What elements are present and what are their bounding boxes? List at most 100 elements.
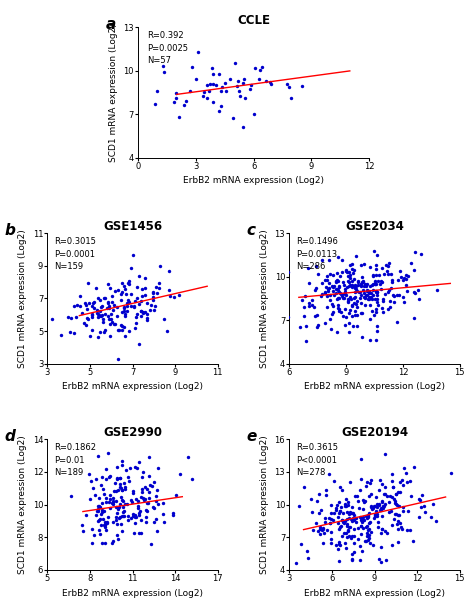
Point (162, 569, 170, 579)
Point (369, 540, 376, 549)
Point (375, 500, 383, 510)
Point (104, 298, 111, 308)
Point (118, 279, 126, 288)
Point (319, 524, 327, 534)
Point (347, 514, 355, 523)
Point (143, 498, 151, 508)
Point (382, 289, 389, 299)
Point (138, 484, 146, 494)
Point (120, 322, 128, 332)
Point (329, 270, 337, 279)
Point (160, 315, 167, 324)
Point (333, 540, 340, 550)
Point (110, 487, 118, 496)
Point (348, 502, 356, 512)
Point (372, 287, 380, 297)
Point (136, 510, 143, 520)
Point (348, 302, 356, 311)
Point (363, 286, 371, 296)
Point (150, 517, 157, 526)
Point (327, 538, 335, 548)
Point (95, 502, 103, 511)
Point (241, 93, 249, 103)
Point (383, 528, 391, 538)
Point (142, 307, 149, 317)
Point (349, 321, 356, 330)
Point (104, 311, 112, 321)
Point (336, 507, 344, 516)
Point (370, 247, 378, 256)
Point (153, 496, 160, 505)
Point (92, 475, 100, 484)
Point (124, 301, 131, 311)
Point (137, 529, 145, 538)
Point (104, 297, 111, 307)
Point (365, 292, 373, 302)
Point (134, 497, 142, 507)
Point (371, 501, 378, 511)
Point (297, 539, 305, 549)
Point (346, 327, 353, 336)
Point (94, 332, 102, 342)
Point (145, 494, 153, 504)
Point (131, 510, 138, 520)
Point (108, 314, 115, 324)
Point (206, 80, 213, 89)
Point (420, 502, 428, 511)
Point (329, 302, 337, 311)
Point (111, 286, 118, 295)
Point (343, 532, 350, 542)
Point (151, 504, 158, 513)
Point (346, 309, 353, 318)
Point (176, 469, 183, 479)
Point (105, 303, 113, 313)
Point (89, 482, 97, 492)
Point (357, 529, 365, 538)
Point (337, 482, 344, 491)
Point (369, 271, 376, 281)
Point (400, 292, 407, 302)
Point (372, 492, 380, 502)
Point (362, 522, 370, 532)
Point (415, 294, 423, 304)
Point (98, 507, 106, 517)
Text: R=0.3615
P<0.0001
N=278: R=0.3615 P<0.0001 N=278 (296, 443, 338, 478)
Point (116, 473, 124, 483)
Point (363, 528, 370, 537)
Point (115, 502, 123, 511)
Point (175, 113, 183, 122)
Point (395, 510, 402, 520)
Point (231, 58, 238, 68)
Point (367, 288, 375, 298)
Point (388, 541, 395, 551)
Point (371, 294, 379, 304)
Point (330, 290, 337, 300)
Point (350, 538, 358, 548)
Point (357, 280, 365, 289)
Point (351, 283, 359, 292)
Point (109, 493, 117, 503)
Point (325, 256, 332, 265)
Point (329, 307, 337, 317)
Point (48, 314, 56, 324)
Point (98, 505, 105, 515)
Point (346, 273, 354, 283)
Point (235, 86, 242, 96)
Point (309, 507, 316, 517)
Point (367, 490, 374, 499)
Point (153, 514, 160, 524)
Point (109, 306, 117, 315)
Point (337, 502, 345, 512)
Point (388, 469, 396, 479)
Point (112, 486, 120, 496)
Point (367, 501, 374, 511)
Point (108, 538, 115, 548)
Point (117, 519, 124, 529)
Point (153, 282, 160, 292)
Point (115, 513, 122, 523)
Point (358, 279, 365, 289)
Point (392, 489, 400, 499)
Point (357, 513, 365, 523)
Point (368, 292, 375, 302)
Point (397, 273, 405, 282)
